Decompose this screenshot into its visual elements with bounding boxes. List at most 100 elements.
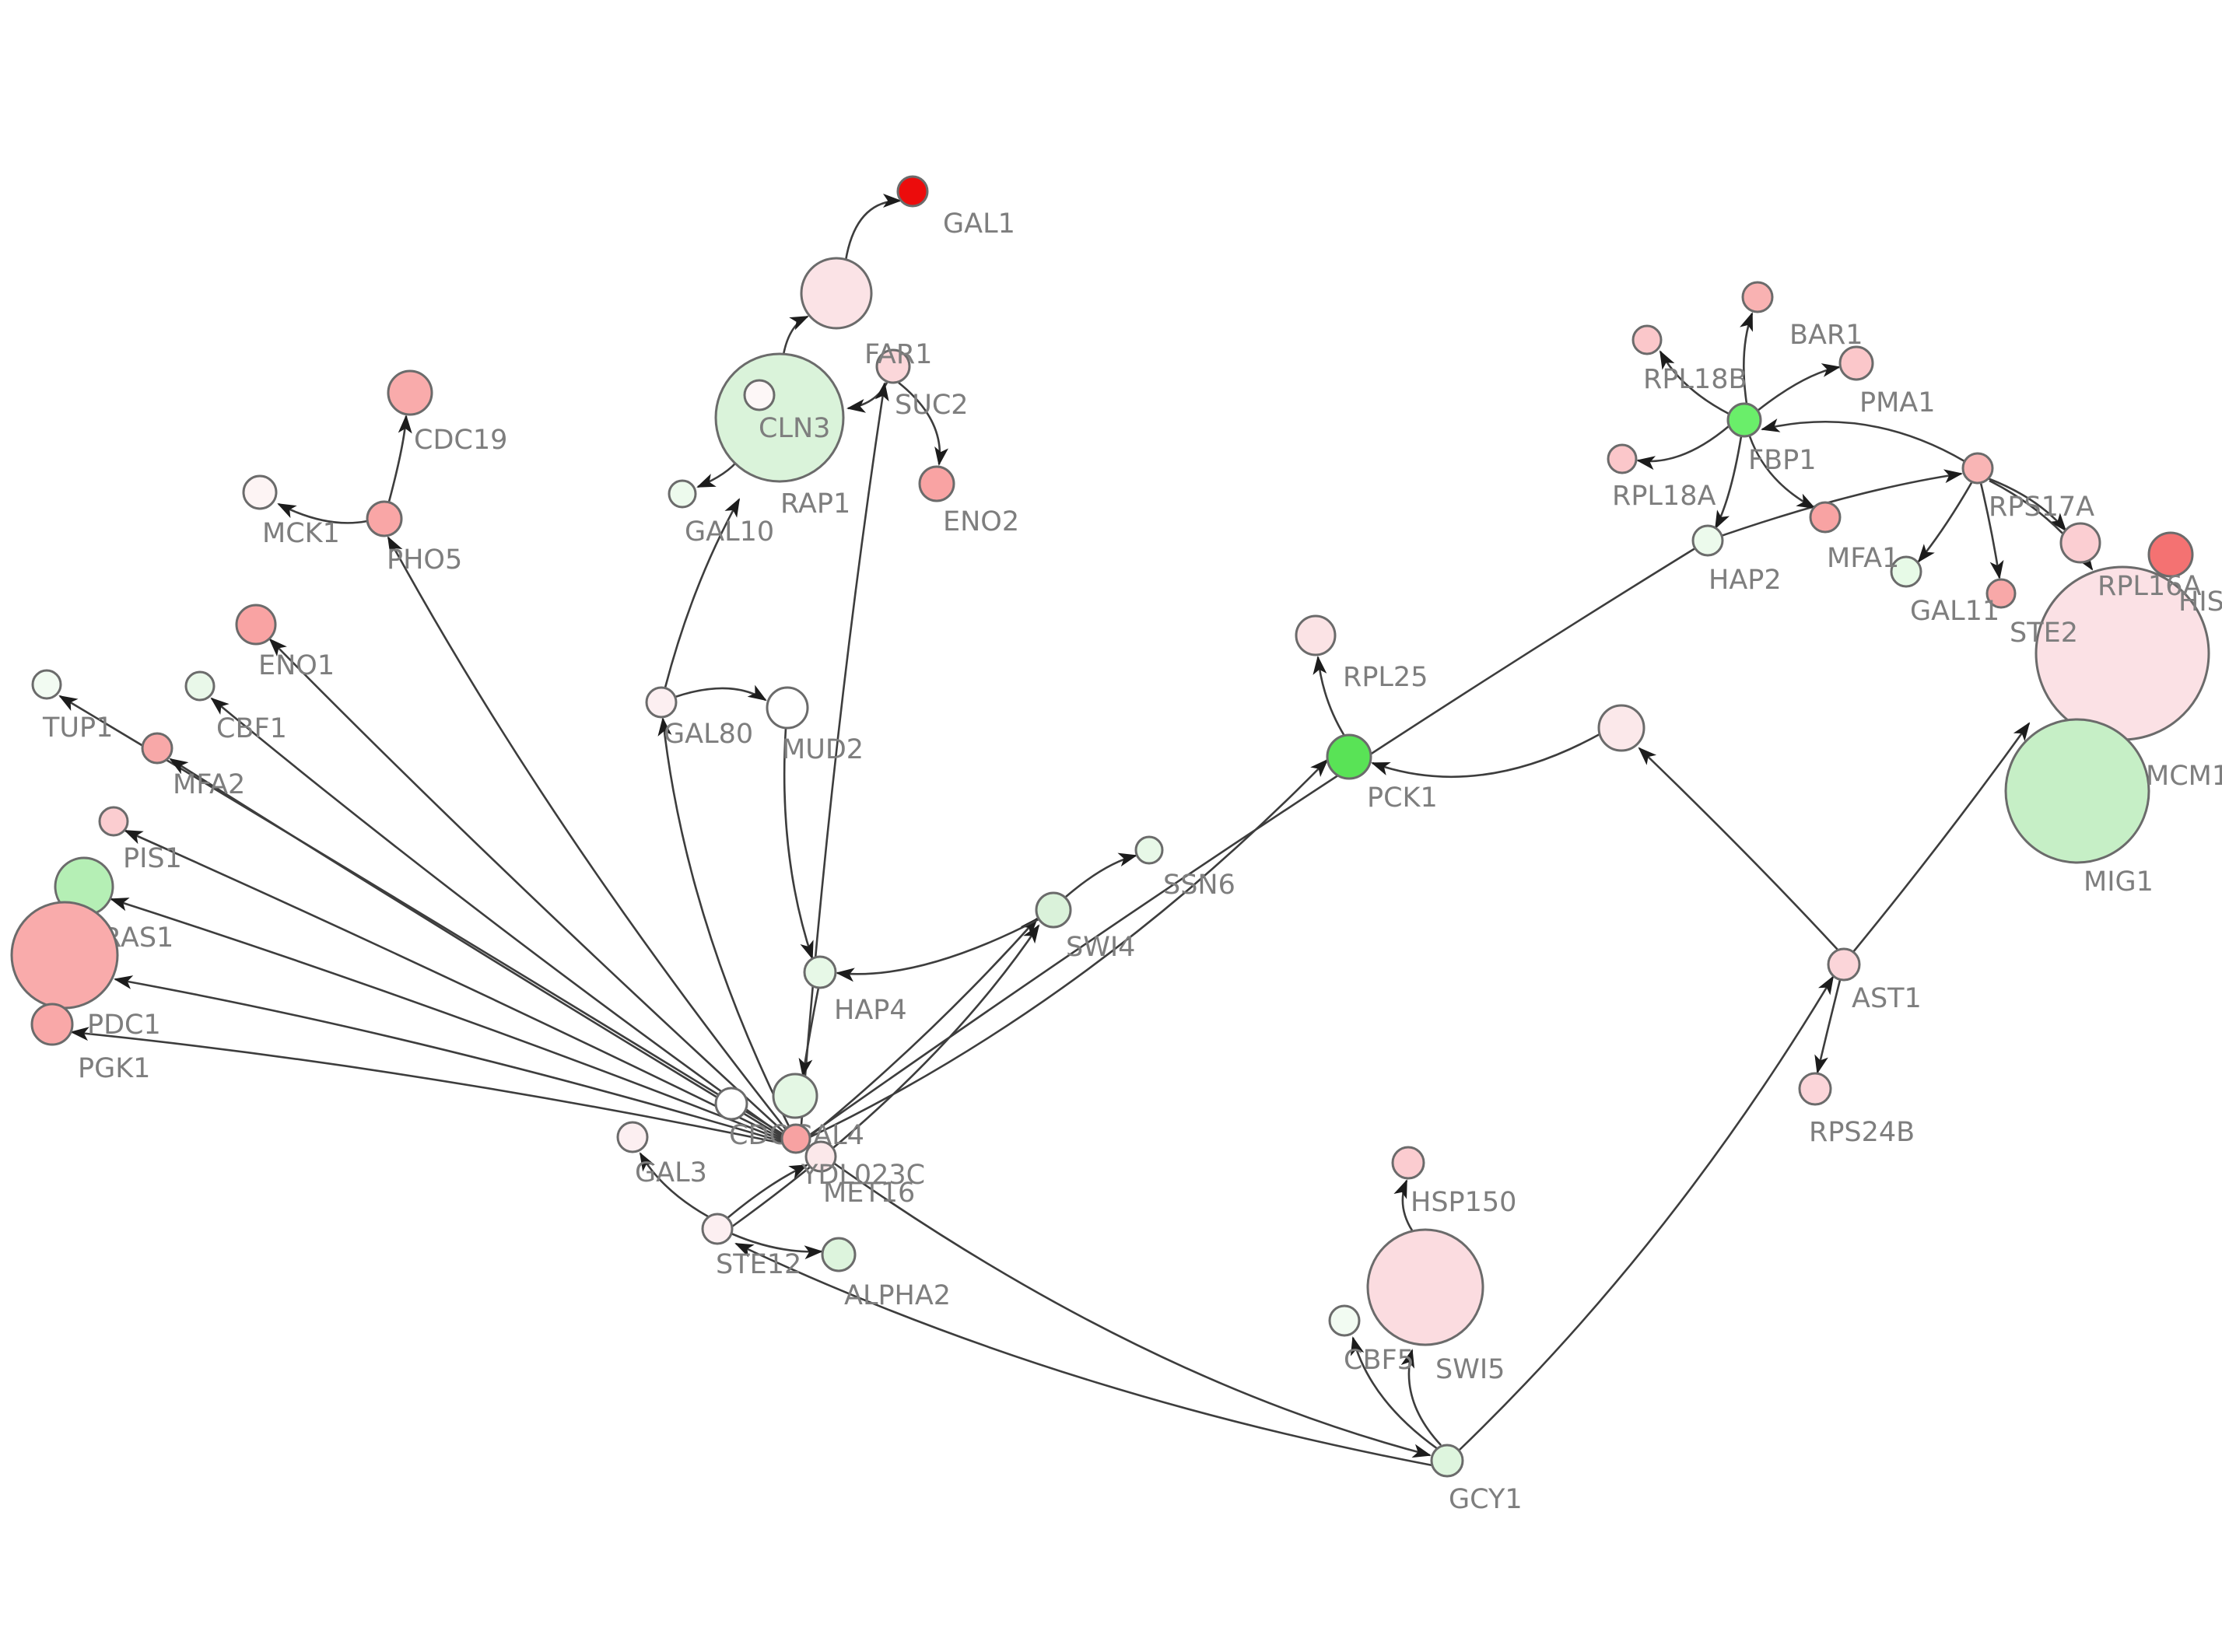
- edge-YDL023C-PHO5[interactable]: [387, 536, 787, 1130]
- node-AST1[interactable]: [1827, 947, 1861, 982]
- node-CBF1[interactable]: [184, 670, 216, 702]
- node-RPL18B[interactable]: [1631, 324, 1663, 355]
- node-GAL10[interactable]: [668, 479, 697, 509]
- node-SWI4[interactable]: [1035, 891, 1072, 929]
- edge-YDL023C-ENO1[interactable]: [268, 638, 785, 1133]
- node-GAL11[interactable]: [1890, 555, 1922, 588]
- node-FAR1[interactable]: [800, 257, 873, 330]
- node-MFA2[interactable]: [141, 732, 173, 765]
- edge-NODE38-PCK1[interactable]: [1371, 733, 1600, 778]
- edge-FBP1-MFA1[interactable]: [1748, 436, 1816, 509]
- edge-STE12-SWI4[interactable]: [731, 924, 1040, 1228]
- node-YDL023C[interactable]: [780, 1123, 811, 1154]
- node-ALPHA2[interactable]: [821, 1237, 857, 1272]
- node-MUD2[interactable]: [766, 686, 809, 730]
- node-SWI5[interactable]: [1366, 1228, 1484, 1346]
- edge-HAP4-GAL4[interactable]: [798, 987, 820, 1077]
- node-GAL3[interactable]: [616, 1121, 649, 1153]
- node-PHO5[interactable]: [366, 500, 403, 537]
- node-PMA1[interactable]: [1838, 345, 1874, 381]
- edge-YDL023C-RAS1[interactable]: [110, 898, 783, 1142]
- edge-FBP1-RPL18A[interactable]: [1636, 425, 1730, 471]
- edge-YDL023C-SWI4[interactable]: [809, 917, 1039, 1138]
- edge-YDL023C-PGK1[interactable]: [70, 1027, 783, 1145]
- edge-GAL80-RAP1[interactable]: [664, 498, 741, 688]
- edge-YDL023C-RPS17A[interactable]: [809, 469, 1963, 1136]
- edge-CLN3-GAL10[interactable]: [696, 458, 741, 488]
- node-MIG1[interactable]: [2004, 718, 2150, 864]
- node-MET16[interactable]: [804, 1140, 837, 1173]
- edge-YDL023C-MFA2[interactable]: [169, 758, 783, 1139]
- edge-RPS17A-RPL16A[interactable]: [1987, 477, 2067, 532]
- node-CDC6[interactable]: [714, 1087, 748, 1121]
- node-GAL4[interactable]: [772, 1073, 818, 1119]
- edge-AST1-MCM1[interactable]: [1852, 722, 2031, 953]
- edge-MUD2-HAP4[interactable]: [783, 727, 814, 960]
- node-label-MFA2: MFA2: [173, 769, 245, 800]
- node-TUP1[interactable]: [31, 669, 62, 700]
- edge-GCY1-STE12[interactable]: [734, 1242, 1433, 1467]
- node-RPS24B[interactable]: [1798, 1072, 1832, 1106]
- edge-STE12-ALPHA2[interactable]: [731, 1232, 823, 1260]
- node-MCK1[interactable]: [242, 474, 278, 510]
- edge-AST1-NODE38[interactable]: [1638, 747, 1838, 950]
- node-NODE38[interactable]: [1597, 704, 1645, 752]
- node-GAL1[interactable]: [896, 175, 929, 208]
- node-BAR1[interactable]: [1741, 281, 1774, 313]
- node-FBP1[interactable]: [1726, 402, 1762, 438]
- edge-GCY1-CBF5[interactable]: [1350, 1336, 1439, 1451]
- node-GAL80[interactable]: [645, 686, 678, 719]
- edge-YDL023C-SUC2[interactable]: [800, 382, 889, 1125]
- node-CDC19[interactable]: [387, 369, 433, 416]
- edge-STE12-GAL3[interactable]: [639, 1152, 709, 1218]
- edge-FBP1-HAP2[interactable]: [1714, 436, 1743, 530]
- edge-RPS17A-FBP1[interactable]: [1761, 418, 1965, 463]
- edge-SWI4-HAP4[interactable]: [836, 918, 1039, 982]
- node-SSN6[interactable]: [1134, 835, 1164, 865]
- edge-FBP1-PMA1[interactable]: [1757, 363, 1841, 412]
- edge-GAL80-MUD2[interactable]: [675, 684, 767, 702]
- node-GCY1[interactable]: [1430, 1444, 1464, 1478]
- node-PGK1[interactable]: [30, 1003, 74, 1046]
- node-RAP1[interactable]: [743, 379, 776, 411]
- edge-PHO5-MCK1[interactable]: [277, 502, 368, 524]
- node-PIS1[interactable]: [98, 806, 129, 837]
- node-RPL16A[interactable]: [2059, 522, 2101, 564]
- node-CBF5[interactable]: [1328, 1304, 1361, 1337]
- node-HAP4[interactable]: [803, 955, 837, 989]
- edge-PHO5-CDC19[interactable]: [387, 415, 412, 502]
- edge-FBP1-BAR1[interactable]: [1740, 312, 1754, 404]
- edge-YDL023C-PIS1[interactable]: [124, 829, 783, 1140]
- node-HAP2[interactable]: [1691, 524, 1724, 557]
- edge-YDL023C-PDC1[interactable]: [114, 975, 783, 1143]
- node-RPL25[interactable]: [1295, 614, 1337, 656]
- node-RPL18A[interactable]: [1607, 443, 1638, 474]
- edge-RPS17A-STE2[interactable]: [1979, 482, 2004, 579]
- node-PCK1[interactable]: [1326, 733, 1372, 780]
- node-HIS4[interactable]: [2147, 531, 2194, 578]
- edge-FAR1-GAL1[interactable]: [844, 194, 902, 261]
- edge-RPS17A-GAL11[interactable]: [1917, 481, 1974, 563]
- edge-YDL023C-GAL80[interactable]: [657, 717, 790, 1127]
- edge-STE12-MET16[interactable]: [727, 1164, 808, 1219]
- node-STE2[interactable]: [1985, 578, 2017, 609]
- node-ENO1[interactable]: [235, 604, 277, 646]
- edge-SWI4-SSN6[interactable]: [1065, 852, 1137, 898]
- edge-YDL023C-CBF1[interactable]: [210, 697, 783, 1137]
- node-label-MIG1: MIG1: [2084, 866, 2154, 898]
- edge-AST1-RPS24B[interactable]: [1814, 979, 1842, 1074]
- edge-PCK1-RPL25[interactable]: [1313, 656, 1346, 737]
- edge-GCY1-SWI5[interactable]: [1400, 1349, 1442, 1446]
- node-HSP150[interactable]: [1391, 1146, 1425, 1180]
- edge-FBP1-RPL18B[interactable]: [1659, 350, 1731, 416]
- node-ENO2[interactable]: [918, 465, 955, 502]
- edge-SUC2-ENO2[interactable]: [898, 381, 948, 466]
- edge-YDL023C-GCY1[interactable]: [808, 1143, 1432, 1458]
- node-RPS17A[interactable]: [1961, 452, 1994, 485]
- edge-GCY1-AST1[interactable]: [1458, 975, 1835, 1451]
- node-STE12[interactable]: [701, 1213, 734, 1245]
- edge-SWI5-HSP150[interactable]: [1393, 1179, 1414, 1231]
- node-SUC2[interactable]: [875, 348, 911, 384]
- node-MFA1[interactable]: [1809, 501, 1842, 534]
- node-PDC1[interactable]: [10, 901, 119, 1010]
